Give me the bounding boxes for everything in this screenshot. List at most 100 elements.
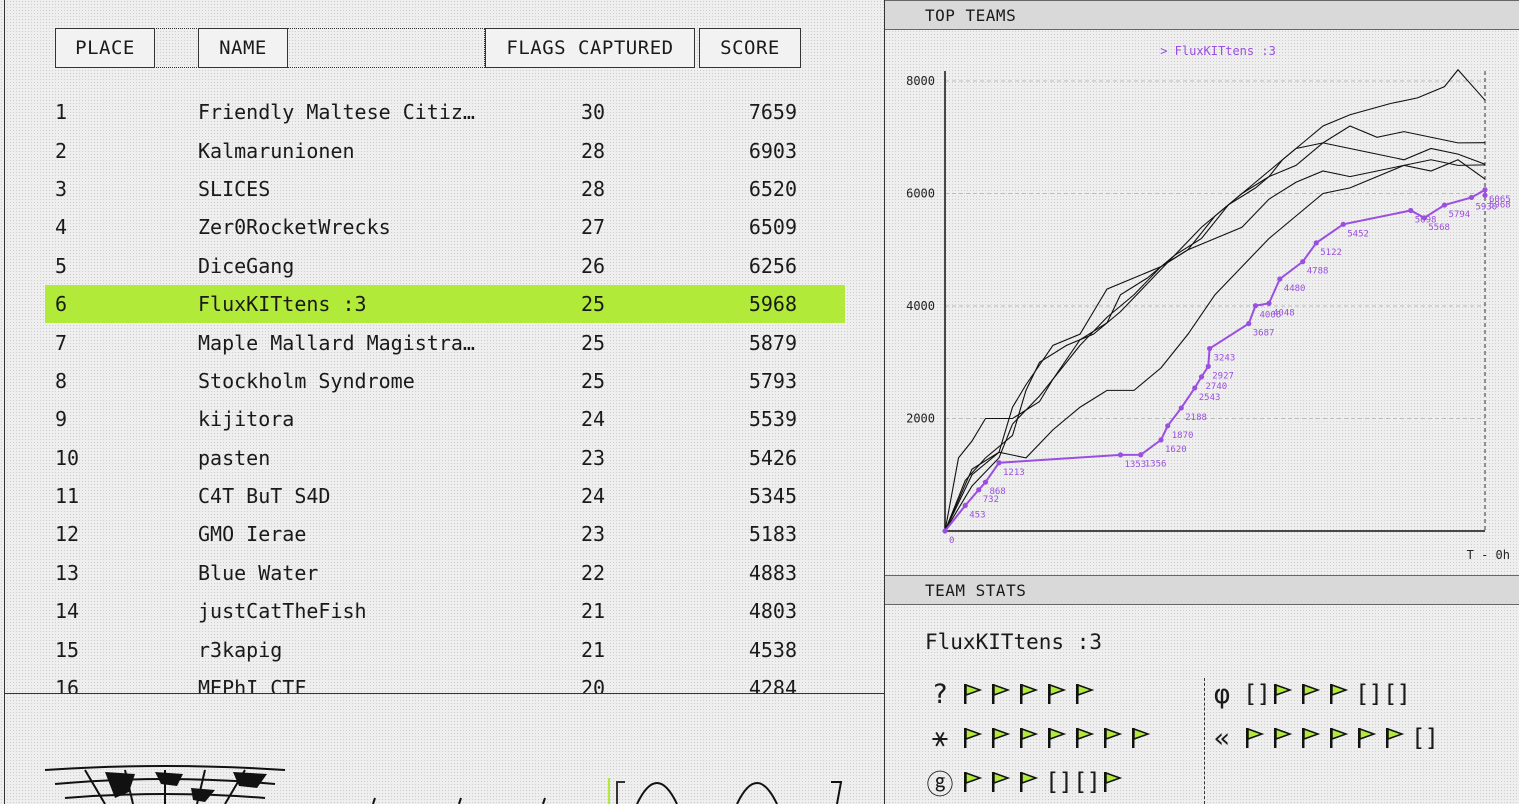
data-point (1482, 187, 1488, 193)
captured-flag-icon[interactable] (1243, 726, 1265, 750)
team-name-cell: justCatTheFish (198, 599, 367, 624)
captured-flag-icon[interactable] (961, 770, 983, 794)
crypto-icon: ⚹ (931, 722, 949, 753)
score-cell: 5183 (748, 522, 797, 547)
captured-flag-icon[interactable] (989, 682, 1011, 706)
captured-flag-icon[interactable] (1017, 726, 1039, 750)
table-row[interactable]: 5 DiceGang 26 6256 (45, 247, 845, 285)
captured-flag-icon[interactable] (1045, 726, 1067, 750)
captured-flag-icon[interactable] (1383, 726, 1405, 750)
captured-flag-icon[interactable] (1101, 770, 1123, 794)
data-label: 5568 (1428, 223, 1450, 233)
decorative-globe (44, 765, 843, 804)
rank-cell: 11 (55, 484, 80, 509)
table-row[interactable]: 10 pasten 23 5426 (45, 439, 845, 477)
data-label: 2740 (1206, 382, 1228, 392)
table-row[interactable]: 14 justCatTheFish 21 4803 (45, 592, 845, 630)
uncaptured-flag-slot[interactable]: [] (1243, 680, 1271, 708)
flags-cell: 23 (581, 522, 606, 547)
team-name-cell: FluxKITtens :3 (198, 292, 367, 317)
score-cell: 6520 (748, 176, 797, 201)
team-name-cell: Friendly Maltese Citiz… (198, 100, 475, 125)
flags-cell: 27 (581, 215, 606, 240)
captured-flag-icon[interactable] (1271, 726, 1293, 750)
score-cell: 4538 (748, 637, 797, 662)
data-point (1205, 363, 1211, 369)
uncaptured-flag-slot[interactable]: [] (1073, 768, 1101, 796)
header-flags-captured[interactable]: FLAGS CAPTURED (485, 28, 695, 68)
data-label: 1356 (1145, 460, 1167, 470)
data-label: 3243 (1214, 354, 1236, 364)
captured-flag-icon[interactable] (1073, 726, 1095, 750)
team-name-cell: Maple Mallard Magistra… (198, 330, 475, 355)
score-cell: 6509 (748, 215, 797, 240)
data-label: 4788 (1307, 267, 1329, 277)
table-row[interactable]: 16 MEPhI CTF 20 4284 (45, 669, 845, 694)
table-row[interactable]: 15 r3kapig 21 4538 (45, 630, 845, 668)
scoreboard-panel: PLACE NAME FLAGS CAPTURED SCORE 1 Friendl… (4, 0, 884, 694)
rank-cell: 2 (55, 138, 68, 163)
data-label: 3687 (1253, 329, 1275, 339)
captured-flag-icon[interactable] (1017, 770, 1039, 794)
table-row[interactable]: 13 Blue Water 22 4883 (45, 554, 845, 592)
header-place[interactable]: PLACE (55, 28, 155, 68)
rank-cell: 8 (55, 368, 68, 393)
data-label: 5698 (1415, 215, 1437, 225)
table-row[interactable]: 3 SLICES 28 6520 (45, 170, 845, 208)
captured-flag-icon[interactable] (1129, 726, 1151, 750)
table-row[interactable]: 1 Friendly Maltese Citiz… 30 7659 (45, 93, 845, 131)
rank-cell: 3 (55, 176, 68, 201)
score-cell: 4284 (748, 676, 797, 694)
table-row[interactable]: 12 GMO Ierae 23 5183 (45, 515, 845, 553)
table-row[interactable]: 7 Maple Mallard Magistra… 25 5879 (45, 323, 845, 361)
data-point (1421, 215, 1427, 221)
data-point (976, 487, 982, 493)
table-row[interactable]: 2 Kalmarunionen 28 6903 (45, 131, 845, 169)
captured-flag-icon[interactable] (1327, 682, 1349, 706)
flags-cell: 25 (581, 330, 606, 355)
captured-flag-icon[interactable] (989, 770, 1011, 794)
table-row[interactable]: 4 Zer0RocketWrecks 27 6509 (45, 208, 845, 246)
data-point (1165, 423, 1171, 429)
data-point (1441, 202, 1448, 208)
score-cell: 7659 (748, 100, 797, 125)
captured-flag-icon[interactable] (961, 682, 983, 706)
y-tick-label: 2000 (906, 412, 935, 426)
team-name-cell: Stockholm Syndrome (198, 368, 415, 393)
team-name-cell: C4T BuT S4D (198, 484, 331, 509)
captured-flag-icon[interactable] (1101, 726, 1123, 750)
rank-cell: 9 (55, 407, 68, 432)
captured-flag-icon[interactable] (1355, 726, 1377, 750)
flags-cell: 22 (581, 560, 606, 585)
header-score[interactable]: SCORE (699, 28, 801, 68)
rank-cell: 16 (55, 676, 80, 694)
data-label: 5794 (1449, 210, 1471, 220)
captured-flag-icon[interactable] (989, 726, 1011, 750)
table-row[interactable]: 6 FluxKITtens :3 25 5968 (45, 284, 845, 324)
uncaptured-flag-slot[interactable]: [] (1383, 680, 1411, 708)
team-name-cell: kijitora (198, 407, 295, 432)
captured-flag-icon[interactable] (1299, 726, 1321, 750)
data-label: 2543 (1199, 393, 1221, 403)
data-point (1482, 192, 1488, 198)
data-label: 1353 (1125, 460, 1147, 470)
captured-flag-icon[interactable] (1327, 726, 1349, 750)
rank-cell: 1 (55, 100, 68, 125)
uncaptured-flag-slot[interactable]: [] (1411, 724, 1439, 752)
captured-flag-icon[interactable] (1271, 682, 1293, 706)
table-row[interactable]: 9 kijitora 24 5539 (45, 400, 845, 438)
score-cell: 6903 (748, 138, 797, 163)
table-row[interactable]: 8 Stockholm Syndrome 25 5793 (45, 362, 845, 400)
score-cell: 6256 (748, 253, 797, 278)
header-name[interactable]: NAME (198, 28, 288, 68)
flags-cell: 26 (581, 253, 606, 278)
captured-flag-icon[interactable] (1017, 682, 1039, 706)
captured-flag-icon[interactable] (961, 726, 983, 750)
team-name-cell: SLICES (198, 176, 271, 201)
captured-flag-icon[interactable] (1045, 682, 1067, 706)
uncaptured-flag-slot[interactable]: [] (1355, 680, 1383, 708)
captured-flag-icon[interactable] (1299, 682, 1321, 706)
uncaptured-flag-slot[interactable]: [] (1045, 768, 1073, 796)
captured-flag-icon[interactable] (1073, 682, 1095, 706)
table-row[interactable]: 11 C4T BuT S4D 24 5345 (45, 477, 845, 515)
